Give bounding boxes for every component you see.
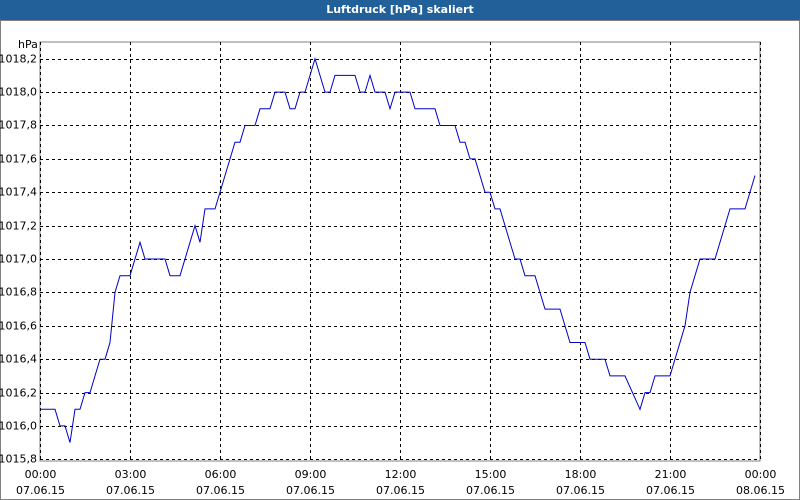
- chart-title: Luftdruck [hPa] skaliert: [326, 3, 474, 16]
- x-tick-label: 12:00: [385, 468, 417, 481]
- x-tick-label: 07.06.15: [556, 484, 605, 497]
- x-tick-label: 06:00: [205, 468, 237, 481]
- x-tick-label: 00:00: [745, 468, 777, 481]
- y-tick-label: 1016,4: [0, 353, 37, 366]
- y-tick-label: 1017,2: [0, 220, 37, 233]
- y-tick-label: 1018,0: [0, 86, 37, 99]
- y-tick-label: 1017,8: [0, 119, 37, 132]
- x-tick-label: 08.06.15: [736, 484, 785, 497]
- y-unit: hPa: [18, 38, 38, 51]
- y-tick-label: 1016,8: [0, 286, 37, 299]
- data-line: [40, 56, 756, 443]
- x-tick-label: 09:00: [295, 468, 327, 481]
- x-tick-label: 07.06.15: [196, 484, 245, 497]
- y-tick-label: 1015,8: [0, 453, 37, 466]
- x-tick-label: 07.06.15: [106, 484, 155, 497]
- x-tick-label: 03:00: [115, 468, 147, 481]
- x-tick-label: 07.06.15: [466, 484, 515, 497]
- x-tick-label: 07.06.15: [376, 484, 425, 497]
- y-tick-label: 1018,2: [0, 53, 37, 66]
- x-tick-label: 07.06.15: [646, 484, 695, 497]
- x-tick-label: 00:00: [25, 468, 57, 481]
- x-tick-label: 15:00: [475, 468, 507, 481]
- x-tick-label: 21:00: [655, 468, 687, 481]
- y-tick-label: 1017,6: [0, 153, 37, 166]
- x-tick-label: 07.06.15: [16, 484, 65, 497]
- title-bar: [0, 0, 800, 20]
- y-tick-label: 1016,0: [0, 420, 37, 433]
- y-tick-label: 1016,2: [0, 387, 37, 400]
- y-tick-label: 1017,0: [0, 253, 37, 266]
- x-tick-label: 07.06.15: [286, 484, 335, 497]
- y-tick-label: 1017,4: [0, 186, 37, 199]
- y-tick-label: 1016,6: [0, 320, 37, 333]
- x-tick-label: 18:00: [565, 468, 597, 481]
